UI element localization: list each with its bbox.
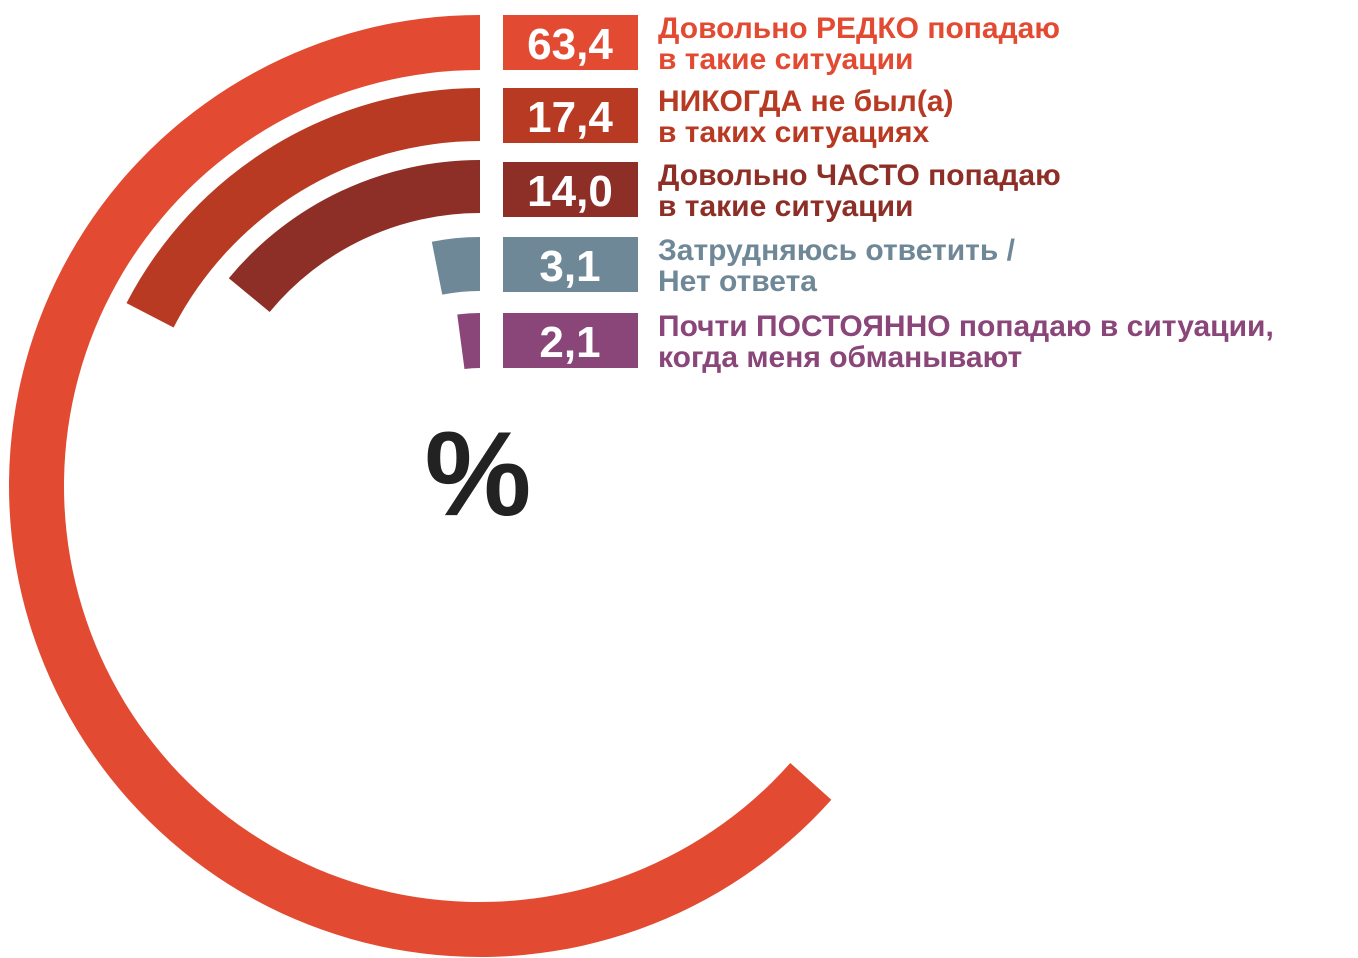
arc-bar xyxy=(431,237,480,295)
arc-bar xyxy=(457,313,480,370)
value-label: 2,1 xyxy=(539,318,600,367)
category-label: когда меня обманывают xyxy=(658,341,1022,374)
value-box xyxy=(503,88,638,143)
category-label: Нет ответа xyxy=(658,265,817,298)
value-label: 17,4 xyxy=(527,93,613,142)
category-label: в такие ситуации xyxy=(658,190,914,223)
category-label: Довольно ЧАСТО попадаю xyxy=(658,159,1061,192)
arc-bar xyxy=(126,88,480,328)
category-label: Затрудняюсь ответить / xyxy=(658,234,1016,267)
arc-bar xyxy=(228,160,480,312)
category-label: Почти ПОСТОЯННО попадаю в ситуации, xyxy=(658,310,1274,343)
category-label: НИКОГДА не был(а) xyxy=(658,85,954,118)
value-box xyxy=(503,237,638,292)
arc-bar xyxy=(8,15,832,957)
category-label: в такие ситуации xyxy=(658,43,914,76)
value-box xyxy=(503,313,638,368)
unit-label: % xyxy=(425,407,532,541)
category-label: Довольно РЕДКО попадаю xyxy=(658,12,1060,45)
category-label: в таких ситуациях xyxy=(658,116,930,149)
value-box xyxy=(503,162,638,217)
value-label: 14,0 xyxy=(527,167,613,216)
value-label: 3,1 xyxy=(539,242,600,291)
value-label: 63,4 xyxy=(527,20,613,69)
value-box xyxy=(503,15,638,70)
